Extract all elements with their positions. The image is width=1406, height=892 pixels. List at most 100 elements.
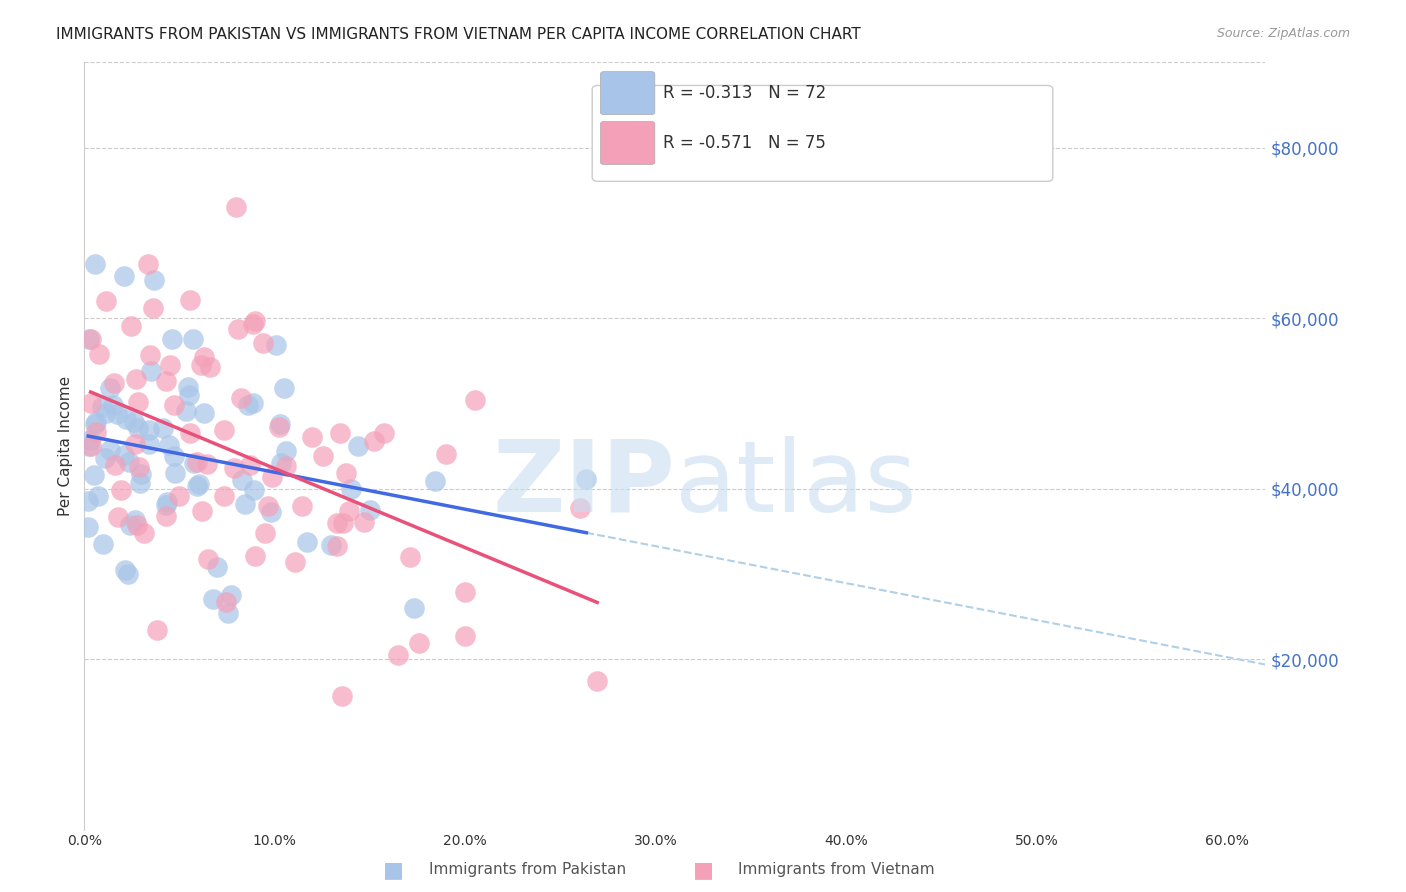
Point xyxy=(98,380,121,394)
Point xyxy=(242,396,264,410)
Point xyxy=(152,421,174,435)
Point xyxy=(179,293,201,308)
Point xyxy=(226,322,249,336)
Point xyxy=(284,556,307,570)
Point xyxy=(243,483,266,497)
Point xyxy=(155,499,177,513)
Point xyxy=(112,448,135,462)
Point xyxy=(146,623,169,637)
Point xyxy=(124,512,146,526)
Point xyxy=(77,519,100,533)
Point xyxy=(295,535,318,549)
Point xyxy=(120,517,142,532)
Point xyxy=(301,430,323,444)
Text: ZIP: ZIP xyxy=(492,436,675,533)
Point xyxy=(128,475,150,490)
Point xyxy=(179,387,201,401)
Point xyxy=(79,439,101,453)
Point xyxy=(326,539,349,553)
Point xyxy=(197,552,219,566)
Point xyxy=(190,358,212,372)
Point xyxy=(139,348,162,362)
Point xyxy=(156,495,179,509)
Point xyxy=(124,437,146,451)
Point xyxy=(169,490,191,504)
Point xyxy=(142,301,165,315)
Point xyxy=(115,411,138,425)
Point xyxy=(245,314,267,328)
Point xyxy=(329,425,352,440)
Point xyxy=(127,395,149,409)
Point xyxy=(269,417,291,431)
Point xyxy=(122,415,145,429)
Text: ■: ■ xyxy=(693,860,713,880)
Point xyxy=(198,359,221,374)
Point xyxy=(94,293,117,308)
Point xyxy=(276,458,298,473)
Point xyxy=(193,350,215,364)
Point xyxy=(128,460,150,475)
Point xyxy=(84,415,107,429)
FancyBboxPatch shape xyxy=(600,71,655,114)
Point xyxy=(132,525,155,540)
Point xyxy=(181,332,204,346)
Point xyxy=(270,456,292,470)
Point xyxy=(242,318,264,332)
Point xyxy=(212,489,235,503)
Point xyxy=(408,636,430,650)
Point xyxy=(163,450,186,464)
Point xyxy=(264,338,287,352)
Point xyxy=(77,439,100,453)
Point xyxy=(84,425,107,440)
Point xyxy=(87,489,110,503)
Point xyxy=(143,272,166,286)
Point xyxy=(107,510,129,524)
Point xyxy=(84,256,107,270)
Point xyxy=(163,398,186,412)
Point xyxy=(347,439,370,453)
Text: atlas: atlas xyxy=(675,436,917,533)
Point xyxy=(103,458,125,473)
Point xyxy=(155,374,177,388)
Point xyxy=(188,477,211,491)
Point xyxy=(110,483,132,498)
Point xyxy=(359,503,381,517)
Point xyxy=(193,406,215,420)
Point xyxy=(84,417,107,431)
Point xyxy=(77,332,100,346)
Point xyxy=(107,407,129,421)
Point xyxy=(274,444,297,458)
Point xyxy=(325,516,347,530)
Point xyxy=(454,585,477,599)
Point xyxy=(186,455,208,469)
Point xyxy=(373,425,395,440)
Point xyxy=(217,606,239,620)
Point xyxy=(269,419,291,434)
Point xyxy=(163,467,186,481)
Point xyxy=(363,434,385,449)
Point xyxy=(155,509,177,524)
Point xyxy=(103,376,125,390)
Text: IMMIGRANTS FROM PAKISTAN VS IMMIGRANTS FROM VIETNAM PER CAPITA INCOME CORRELATIO: IMMIGRANTS FROM PAKISTAN VS IMMIGRANTS F… xyxy=(56,27,860,42)
Text: Source: ZipAtlas.com: Source: ZipAtlas.com xyxy=(1216,27,1350,40)
Point xyxy=(157,438,180,452)
Point xyxy=(114,268,136,283)
Point xyxy=(215,595,238,609)
Point xyxy=(91,537,114,551)
Point xyxy=(219,588,242,602)
Point xyxy=(191,504,214,518)
FancyBboxPatch shape xyxy=(600,121,655,164)
Point xyxy=(159,358,181,372)
Point xyxy=(98,443,121,458)
Point xyxy=(260,470,283,484)
Point xyxy=(79,434,101,448)
Point xyxy=(252,336,274,351)
Point xyxy=(464,392,486,407)
Point xyxy=(114,563,136,577)
Point xyxy=(118,455,141,469)
Point xyxy=(80,332,103,346)
Point xyxy=(231,473,253,487)
Point xyxy=(353,515,375,529)
Point xyxy=(340,482,363,496)
Point xyxy=(138,437,160,451)
